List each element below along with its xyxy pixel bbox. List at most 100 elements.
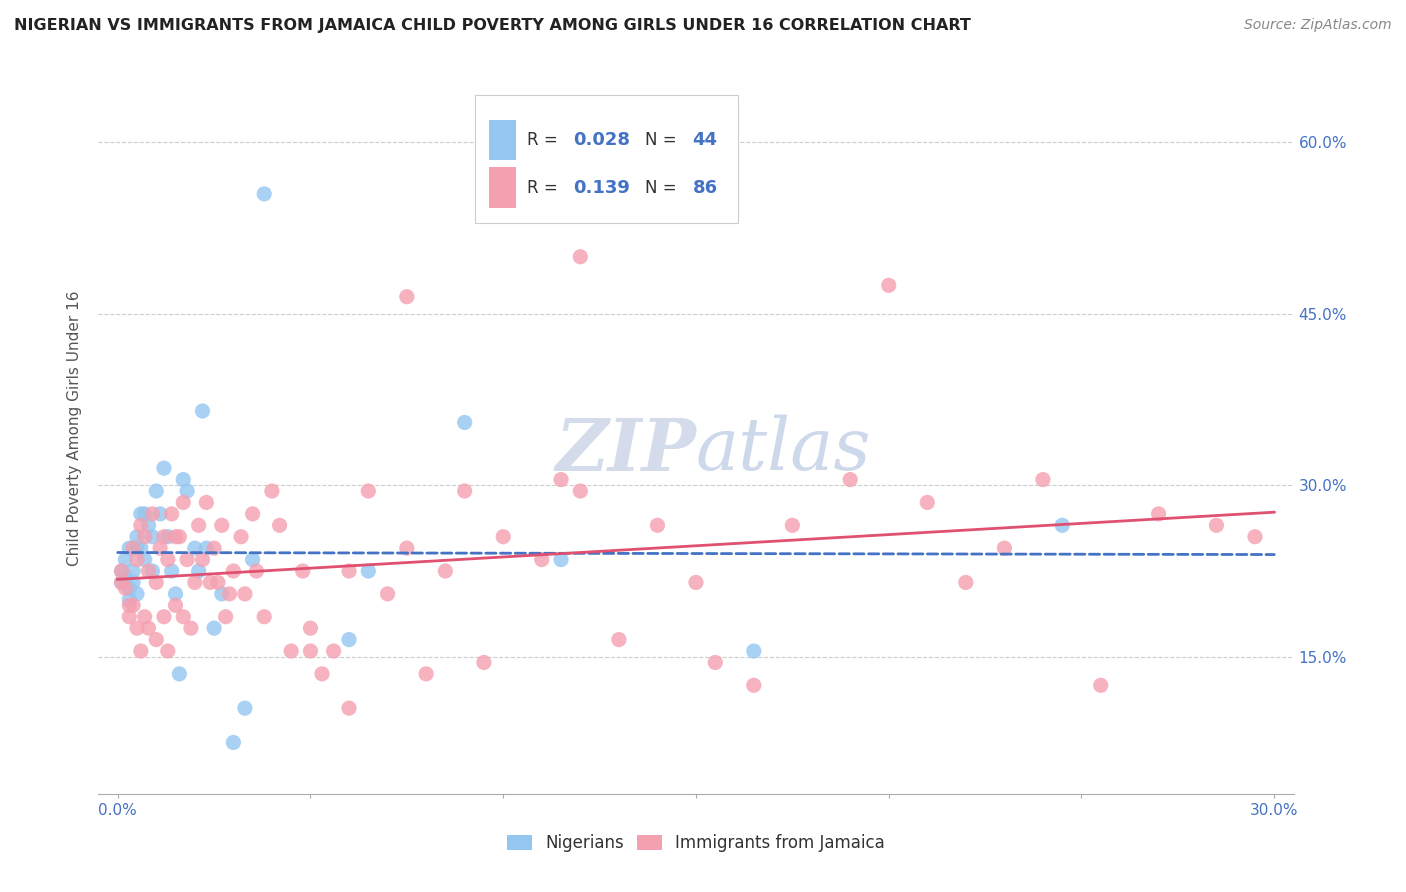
Point (153, 609, 176, 624)
Text: atlas: atlas (696, 415, 872, 485)
Point (187, 564, 209, 578)
Point (202, 541, 225, 556)
Point (141, 507, 163, 521)
Point (129, 518, 152, 533)
Point (202, 621, 225, 635)
Point (134, 507, 156, 521)
Point (550, 552, 572, 566)
Point (1205, 518, 1227, 533)
Point (245, 564, 267, 578)
Point (229, 530, 252, 544)
Point (141, 564, 163, 578)
Point (134, 609, 156, 624)
Text: N =: N = (644, 131, 682, 149)
Point (165, 599, 187, 613)
Point (156, 644, 179, 658)
Point (415, 666, 437, 681)
Point (492, 530, 515, 544)
Point (337, 701, 360, 715)
Point (129, 644, 152, 658)
Point (357, 483, 380, 498)
Point (187, 518, 209, 533)
Point (149, 507, 172, 521)
FancyBboxPatch shape (475, 95, 738, 223)
Point (160, 507, 183, 521)
Point (395, 541, 418, 556)
Point (211, 587, 233, 601)
Point (110, 564, 132, 578)
Point (291, 564, 314, 578)
Point (280, 644, 302, 658)
Point (125, 541, 148, 556)
Point (176, 552, 198, 566)
Point (122, 575, 145, 590)
Point (110, 575, 132, 590)
Point (118, 592, 141, 607)
Bar (489, 120, 516, 161)
Point (129, 541, 152, 556)
Point (184, 575, 207, 590)
Point (191, 404, 214, 418)
Point (114, 581, 136, 595)
Text: 86: 86 (692, 178, 717, 196)
Point (118, 609, 141, 624)
Point (453, 483, 475, 498)
Point (453, 416, 475, 430)
Point (607, 632, 630, 647)
Text: R =: R = (527, 131, 564, 149)
Point (110, 564, 132, 578)
Y-axis label: Child Poverty Among Girls Under 16: Child Poverty Among Girls Under 16 (67, 291, 83, 566)
Point (1032, 473, 1054, 487)
Point (134, 530, 156, 544)
Point (114, 552, 136, 566)
Point (955, 575, 977, 590)
Point (125, 530, 148, 544)
Point (145, 483, 167, 498)
Point (172, 495, 194, 509)
Bar (489, 168, 516, 208)
Point (172, 473, 194, 487)
Point (165, 587, 187, 601)
Point (260, 483, 283, 498)
Point (233, 701, 256, 715)
Point (118, 541, 141, 556)
Text: Source: ZipAtlas.com: Source: ZipAtlas.com (1244, 18, 1392, 32)
Point (1244, 530, 1267, 544)
Point (685, 575, 707, 590)
Text: N =: N = (644, 178, 682, 196)
Point (395, 290, 418, 304)
Point (299, 644, 322, 658)
Point (222, 735, 245, 749)
Point (134, 552, 156, 566)
Point (153, 530, 176, 544)
Point (138, 518, 160, 533)
Point (125, 587, 148, 601)
Point (917, 495, 939, 509)
Point (156, 530, 179, 544)
Point (207, 575, 229, 590)
Point (742, 678, 765, 692)
Point (472, 656, 495, 670)
Point (169, 666, 191, 681)
Point (253, 186, 276, 201)
Point (160, 564, 183, 578)
Point (214, 609, 236, 624)
Point (530, 552, 553, 566)
Point (156, 552, 179, 566)
Point (337, 632, 360, 647)
Point (1050, 518, 1073, 533)
Point (218, 587, 240, 601)
Point (569, 250, 592, 264)
Point (138, 564, 160, 578)
Point (877, 278, 900, 293)
Point (242, 507, 264, 521)
Text: 0.028: 0.028 (572, 131, 630, 149)
Point (839, 473, 862, 487)
Point (172, 609, 194, 624)
Point (357, 564, 380, 578)
Point (118, 581, 141, 595)
Point (253, 609, 276, 624)
Point (704, 656, 727, 670)
Point (377, 587, 399, 601)
Point (149, 541, 172, 556)
